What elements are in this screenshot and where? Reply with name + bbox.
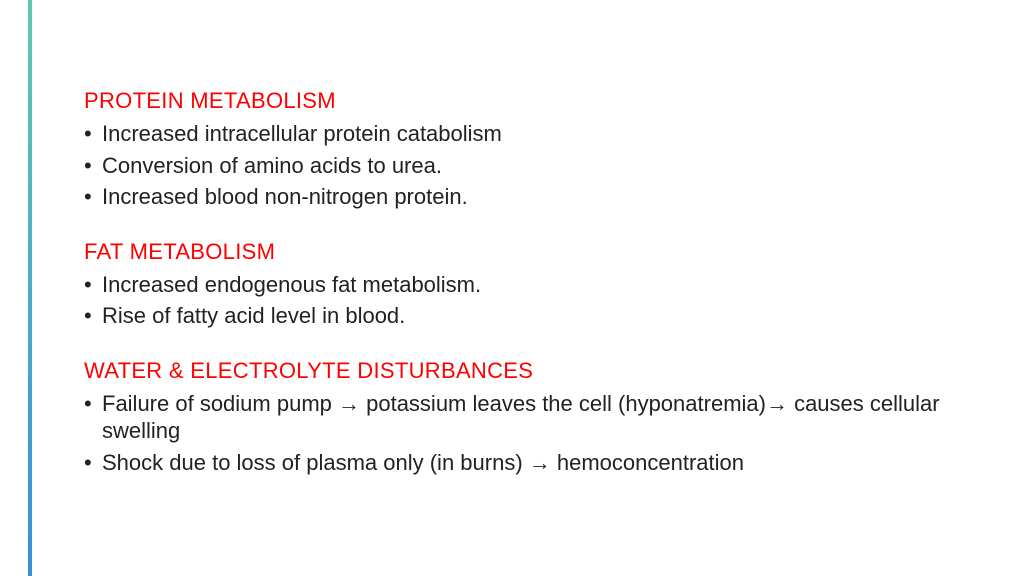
list-item: Increased blood non-nitrogen protein. [84,183,964,211]
list-item: Increased endogenous fat metabolism. [84,271,964,299]
slide-content: PROTEIN METABOLISM Increased intracellul… [84,88,964,504]
list-item: Failure of sodium pump → potassium leave… [84,390,964,445]
list-item: Conversion of amino acids to urea. [84,152,964,180]
bullet-list: Failure of sodium pump → potassium leave… [84,390,964,477]
bullet-list: Increased intracellular protein cataboli… [84,120,964,211]
section-heading: PROTEIN METABOLISM [84,88,964,114]
section-heading: WATER & ELECTROLYTE DISTURBANCES [84,358,964,384]
accent-bar [28,0,32,576]
section-protein: PROTEIN METABOLISM Increased intracellul… [84,88,964,211]
section-fat: FAT METABOLISM Increased endogenous fat … [84,239,964,330]
list-item: Shock due to loss of plasma only (in bur… [84,449,964,477]
list-item: Rise of fatty acid level in blood. [84,302,964,330]
section-water-electrolyte: WATER & ELECTROLYTE DISTURBANCES Failure… [84,358,964,477]
section-heading: FAT METABOLISM [84,239,964,265]
bullet-list: Increased endogenous fat metabolism. Ris… [84,271,964,330]
slide: PROTEIN METABOLISM Increased intracellul… [0,0,1024,576]
list-item: Increased intracellular protein cataboli… [84,120,964,148]
